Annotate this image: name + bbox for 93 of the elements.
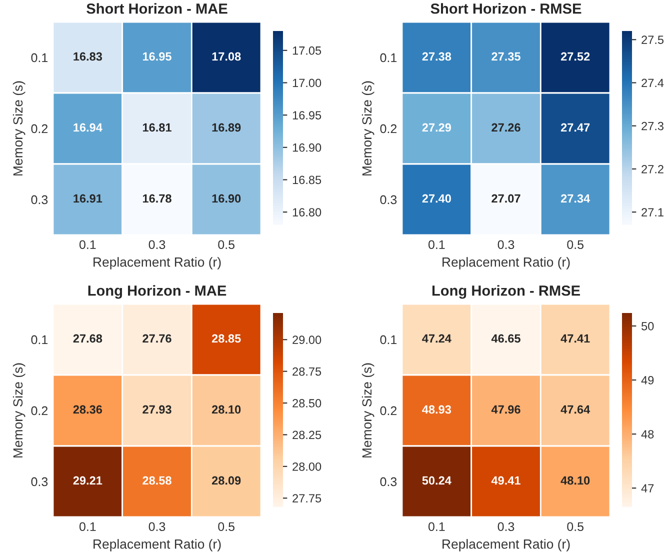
color-bar-label: 16.80 <box>292 208 322 216</box>
color-bar-label: 16.95 <box>292 111 322 120</box>
x-tick-label: 0.1 <box>79 522 96 532</box>
x-tick-label: 0.3 <box>498 240 514 250</box>
x-tick-label: 0.3 <box>148 522 166 532</box>
data-label: 16.78 <box>142 194 172 203</box>
data-label: 48.10 <box>560 476 590 485</box>
color-bar-label: 27.1 <box>642 208 664 216</box>
data-label: 28.85 <box>212 334 241 343</box>
y-tick-label: 0.2 <box>31 124 48 134</box>
data-label: 16.90 <box>212 194 241 203</box>
color-bar-label: 49 <box>641 376 654 384</box>
y-axis-title: Memory Size (s) <box>362 81 374 176</box>
data-label: 29.21 <box>73 476 102 485</box>
data-label: 47.41 <box>560 334 590 343</box>
x-tick-label: 0.5 <box>567 522 584 532</box>
x-axis-title: Replacement Ratio (r) <box>442 539 570 552</box>
data-label: 47.64 <box>560 405 590 414</box>
data-label: 27.38 <box>422 52 452 61</box>
y-axis-title: Memory Size (s) <box>12 81 26 176</box>
data-label: 28.58 <box>142 476 172 485</box>
data-label: 16.91 <box>74 194 102 203</box>
color-bar-label: 17.00 <box>292 78 322 88</box>
x-tick-label: 0.5 <box>218 240 234 250</box>
x-tick-label: 0.3 <box>148 240 166 250</box>
data-label: 16.94 <box>74 123 102 132</box>
data-label: 27.76 <box>142 334 172 343</box>
x-tick-label: 0.5 <box>567 240 584 250</box>
chart-title: Short Horizon - MAE <box>86 3 228 14</box>
y-tick-label: 0.2 <box>380 406 397 416</box>
y-tick-label: 0.1 <box>380 335 397 344</box>
color-bar-label: 17.05 <box>292 46 322 55</box>
y-tick-label: 0.3 <box>380 477 397 486</box>
color-bar-label: 48 <box>641 430 654 438</box>
x-axis-title: Replacement Ratio (r) <box>94 257 221 270</box>
data-label: 49.41 <box>491 476 520 485</box>
color-bar-label: 27.2 <box>642 164 664 174</box>
y-axis-title: Memory Size (s) <box>12 363 26 458</box>
y-tick-label: 0.1 <box>31 335 48 344</box>
data-label: 27.52 <box>560 52 590 61</box>
chart-title: Long Horizon - RMSE <box>432 285 580 299</box>
data-label: 27.07 <box>492 194 520 203</box>
color-bar-label: 47 <box>641 484 654 492</box>
x-tick-label: 0.1 <box>79 240 96 250</box>
data-label: 28.36 <box>73 405 102 414</box>
y-tick-label: 0.1 <box>380 53 397 62</box>
color-bar-label: 29.00 <box>292 336 322 344</box>
data-label: 16.81 <box>142 123 172 132</box>
data-label: 27.47 <box>560 123 590 132</box>
data-label: 16.83 <box>74 52 102 61</box>
color-bar-label: 27.4 <box>642 78 664 88</box>
data-label: 27.29 <box>422 123 451 132</box>
y-tick-label: 0.3 <box>31 195 48 204</box>
y-tick-label: 0.3 <box>31 477 48 486</box>
data-label: 17.08 <box>212 52 241 61</box>
x-tick-label: 0.3 <box>498 522 514 532</box>
data-label: 47.24 <box>422 334 452 343</box>
x-axis-title: Replacement Ratio (r) <box>442 257 570 270</box>
color-bar-label: 16.85 <box>292 176 322 184</box>
x-tick-label: 0.1 <box>428 522 445 532</box>
y-tick-label: 0.2 <box>31 406 48 416</box>
data-label: 50.24 <box>422 476 452 485</box>
data-label: 16.89 <box>212 123 241 132</box>
color-bar-label: 16.90 <box>292 143 322 152</box>
y-tick-label: 0.2 <box>380 124 397 134</box>
data-label: 28.09 <box>212 476 241 485</box>
color-bar-label: 28.00 <box>292 462 322 471</box>
color-bar-label: 27.3 <box>642 122 664 130</box>
data-label: 48.93 <box>422 405 452 414</box>
y-tick-label: 0.1 <box>31 53 48 62</box>
x-tick-label: 0.5 <box>218 522 234 532</box>
data-label: 46.65 <box>491 334 520 343</box>
data-label: 16.95 <box>142 52 172 61</box>
data-label: 47.96 <box>491 405 520 414</box>
color-bar-label: 28.50 <box>292 399 322 408</box>
data-label: 28.10 <box>212 405 241 414</box>
color-bar-label: 50 <box>642 322 654 330</box>
data-label: 27.68 <box>73 334 102 343</box>
y-tick-label: 0.3 <box>380 195 397 204</box>
chart-title: Long Horizon - MAE <box>88 285 226 299</box>
color-bar-label: 28.25 <box>292 430 322 440</box>
data-label: 27.40 <box>422 194 451 203</box>
x-axis-title: Replacement Ratio (r) <box>94 539 221 552</box>
y-axis-title: Memory Size (s) <box>362 363 374 458</box>
data-label: 27.26 <box>492 123 520 132</box>
data-label: 27.93 <box>142 405 172 414</box>
data-label: 27.35 <box>492 52 520 61</box>
chart-title: Short Horizon - RMSE <box>430 3 582 14</box>
color-bar-label: 27.5 <box>642 36 664 44</box>
color-bar-label: 28.75 <box>292 367 322 376</box>
color-bar-label: 27.75 <box>292 494 322 503</box>
data-label: 27.34 <box>560 194 590 203</box>
x-tick-label: 0.1 <box>428 240 445 250</box>
